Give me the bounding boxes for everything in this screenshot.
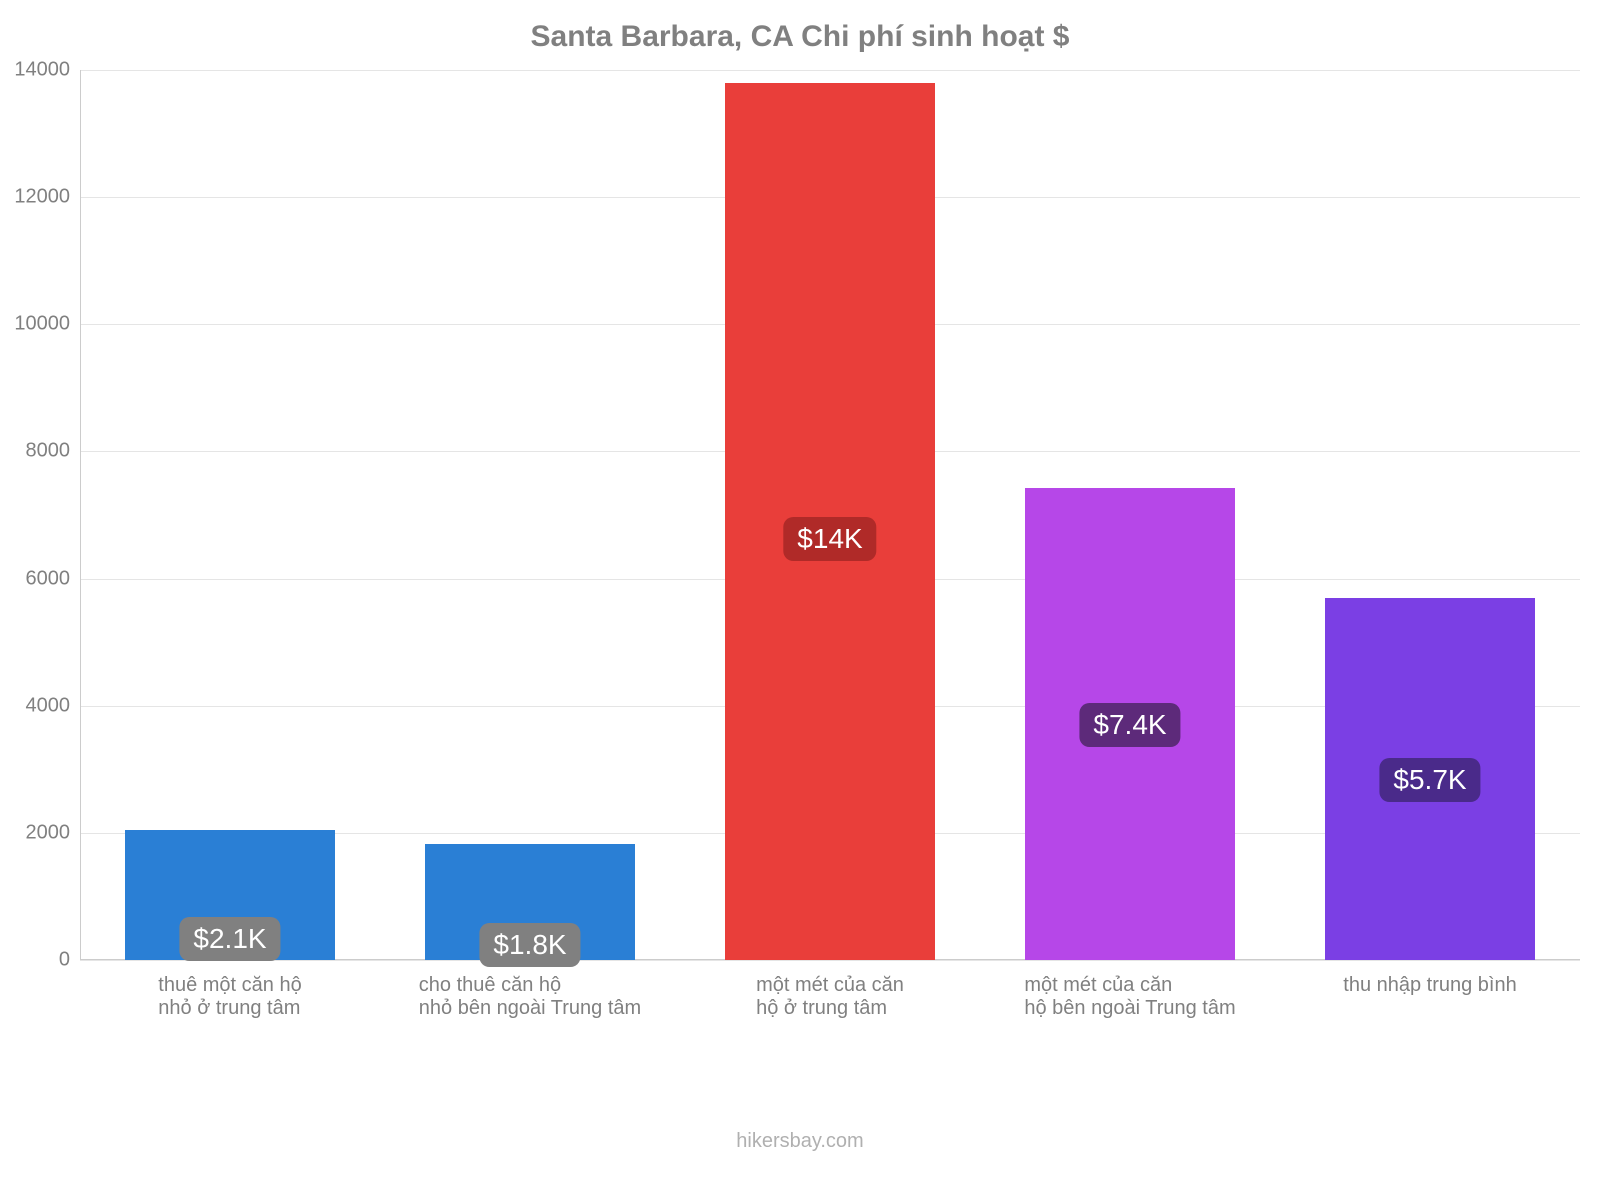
y-axis-tick-label: 2000: [26, 821, 81, 844]
y-axis-tick-label: 6000: [26, 567, 81, 590]
y-axis-line: [80, 70, 81, 960]
chart-title: Santa Barbara, CA Chi phí sinh hoạt $: [0, 20, 1600, 54]
y-axis-tick-label: 14000: [14, 59, 80, 82]
y-axis-tick-label: 12000: [14, 186, 80, 209]
y-axis-tick-label: 10000: [14, 313, 80, 336]
x-axis-category-label: thu nhập trung bình: [1343, 960, 1516, 997]
bar-value-label: $7.4K: [1079, 703, 1180, 747]
y-axis-tick-label: 8000: [26, 440, 81, 463]
y-axis-tick-label: 4000: [26, 694, 81, 717]
bar-value-label: $14K: [783, 517, 876, 561]
bar-value-label: $5.7K: [1379, 758, 1480, 802]
x-axis-category-label: một mét của cănhộ ở trung tâm: [756, 960, 904, 1020]
x-axis-category-label: một mét của cănhộ bên ngoài Trung tâm: [1024, 960, 1235, 1020]
x-axis-category-label: thuê một căn hộnhỏ ở trung tâm: [158, 960, 301, 1020]
chart-container: Santa Barbara, CA Chi phí sinh hoạt $ 02…: [0, 0, 1600, 1200]
y-axis-tick-label: 0: [59, 949, 80, 972]
x-axis-category-label: cho thuê căn hộnhỏ bên ngoài Trung tâm: [419, 960, 641, 1020]
bar-value-label: $2.1K: [179, 917, 280, 961]
chart-footer: hikersbay.com: [0, 1130, 1600, 1153]
plot-area: 02000400060008000100001200014000$2.1Kthu…: [80, 70, 1580, 960]
grid-line: [80, 70, 1580, 71]
